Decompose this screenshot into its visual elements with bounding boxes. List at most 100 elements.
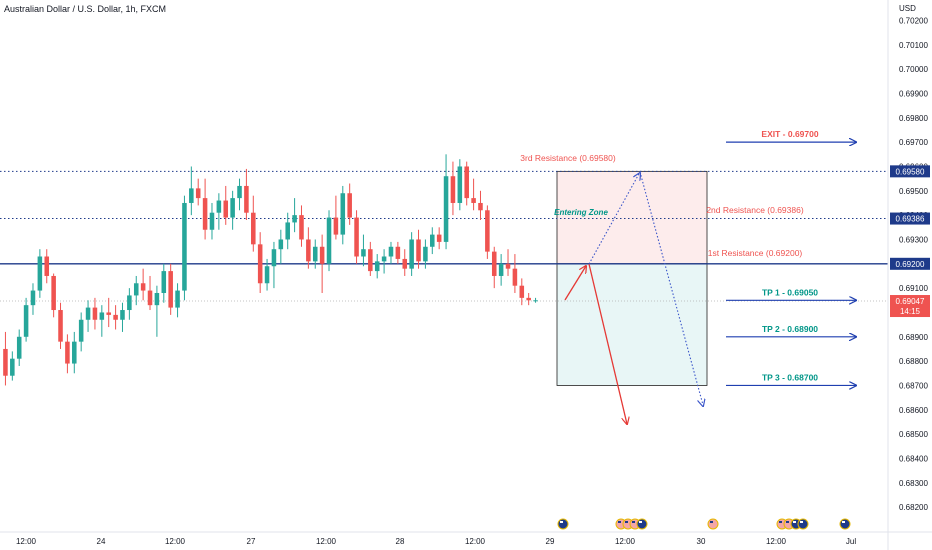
time-tick: 27 [247, 537, 256, 546]
candle-body [202, 198, 208, 230]
flag-canton [618, 521, 621, 523]
current-price-label: 0.69047 [896, 297, 925, 306]
candle [450, 161, 456, 216]
candle-body [333, 217, 339, 235]
candle [237, 178, 242, 211]
candle-body [505, 263, 511, 269]
us-flag-icon[interactable] [707, 518, 719, 530]
candle-body [99, 312, 105, 320]
candle [340, 185, 346, 245]
candle-body [478, 202, 483, 211]
time-tick: 12:00 [465, 537, 486, 546]
target-label: EXIT - 0.69700 [761, 129, 818, 139]
time-tick: 12:00 [766, 537, 787, 546]
candle-body [168, 271, 173, 308]
candle [195, 178, 201, 206]
flag-circle [707, 518, 719, 530]
candle-body [368, 249, 373, 272]
candle [182, 195, 187, 301]
time-tick: 28 [396, 537, 405, 546]
candle-body [361, 249, 366, 257]
level-label: 2nd Resistance (0.69386) [706, 205, 804, 215]
au-flag-icon[interactable] [636, 518, 648, 530]
candle-body [278, 239, 284, 250]
candle [175, 283, 180, 318]
candle-body [381, 256, 387, 262]
flag-circle [557, 518, 569, 530]
au-flag-icon[interactable] [839, 518, 851, 530]
candle [78, 312, 84, 352]
price-tick: 0.69300 [899, 235, 928, 244]
candle [140, 268, 146, 301]
candle [347, 183, 352, 225]
candle-body [443, 176, 449, 242]
trade-zones [556, 170, 708, 386]
currency-label: USD [899, 4, 916, 13]
level-price-tag-label: 0.69386 [896, 215, 925, 224]
candle-body [58, 310, 63, 342]
candle [216, 193, 222, 230]
candle [381, 249, 387, 274]
candle-body [223, 200, 229, 218]
candle [189, 166, 194, 216]
candle-body [264, 266, 270, 284]
candle [99, 305, 105, 337]
candle [326, 210, 332, 272]
time-tick: 12:00 [16, 537, 37, 546]
candle [3, 331, 8, 386]
candle-body [354, 217, 359, 257]
candle-body [44, 256, 50, 276]
candle [278, 229, 284, 264]
candle-body [154, 292, 160, 306]
candle-body [216, 200, 222, 213]
flag-circle [797, 518, 809, 530]
flag-canton [632, 521, 635, 523]
candle [51, 273, 56, 318]
economic-events[interactable] [557, 518, 851, 530]
candle-body [340, 193, 346, 235]
au-flag-icon[interactable] [557, 518, 569, 530]
candle [436, 227, 442, 250]
price-tick: 0.69700 [899, 138, 928, 147]
candle [65, 334, 70, 374]
candle-body [10, 358, 15, 376]
candle [23, 297, 29, 342]
price-tick: 0.70000 [899, 65, 928, 74]
candle-body [72, 341, 77, 364]
flag-canton [793, 521, 796, 523]
candle-body [326, 217, 332, 264]
candle-body [457, 166, 463, 203]
candle [430, 227, 435, 255]
flag-canton [710, 521, 713, 523]
candle-body [491, 251, 497, 276]
candle [30, 283, 36, 315]
level-label: 3rd Resistance (0.69580) [520, 153, 616, 163]
countdown-label: 14:15 [900, 307, 921, 316]
candle [133, 275, 139, 306]
candle-body [78, 319, 84, 342]
candle [471, 178, 476, 211]
current-price-tag [890, 295, 930, 318]
candle [106, 297, 111, 328]
price-axis: 0.70200 0.70100 0.70000 0.69900 0.69800 0.697… [887, 0, 930, 550]
red-arrow-up [564, 266, 586, 301]
level-price-tag [890, 257, 930, 270]
red-arrow-down [588, 263, 627, 424]
au-flag-icon[interactable] [797, 518, 809, 530]
candle-body [244, 185, 249, 213]
candle [202, 178, 208, 240]
candle [264, 258, 270, 291]
candle-body [120, 310, 125, 320]
candle [402, 249, 408, 276]
candle-body [182, 202, 187, 291]
annotations: 3rd Resistance (0.69580) 2nd Resistance (… [520, 129, 856, 424]
level-price-tag-label: 0.69580 [896, 167, 925, 176]
candle-body [299, 215, 304, 240]
projected-arrow-down [700, 395, 703, 406]
candle-body [436, 234, 442, 242]
candle-body [485, 210, 490, 252]
time-tick: 12:00 [615, 537, 636, 546]
candle [409, 232, 414, 276]
